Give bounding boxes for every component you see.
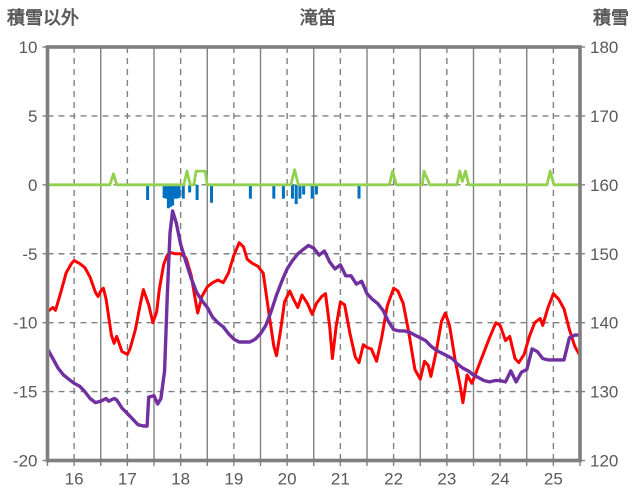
x-axis-tick-label: 23 [437,470,456,489]
bar-blue-bars [272,184,276,199]
bar-blue-bars [281,184,285,199]
x-axis-tick-label: 25 [544,470,563,489]
left-axis-tick-label: -5 [22,245,37,264]
plot-frame [45,45,582,463]
bar-blue-bars [164,184,168,199]
x-axis-tick-label: 19 [224,470,243,489]
bar-blue-bars [298,184,302,199]
x-axis-tick-label: 22 [384,470,403,489]
x-axis-tick-label: 20 [278,470,297,489]
bar-blue-bars [195,184,199,200]
left-axis-tick-label: -10 [13,314,38,333]
right-axis-tick-label: 140 [590,314,618,333]
bar-blue-bars [181,184,185,199]
bar-blue-bars [290,184,294,199]
right-axis-tick-label: 170 [590,107,618,126]
x-axis-tick-label: 18 [171,470,190,489]
bar-blue-bars [166,184,170,209]
series-green-line [46,168,582,187]
bar-blue-bars [173,184,177,199]
bar-blue-bars [171,184,175,206]
bar-blue-bars [302,184,306,195]
left-axis-tick-label: -20 [13,452,38,471]
right-axis-title: 積雪 [593,8,629,28]
chart-title: 滝笛 [300,8,336,28]
right-axis-tick-label: 180 [590,38,618,57]
bar-blue-bars [210,184,214,203]
left-axis-tick-label: 10 [19,38,38,57]
right-axis-tick-label: 120 [590,452,618,471]
right-axis-tick-label: 150 [590,245,618,264]
bar-blue-bars [294,184,298,205]
bar-blue-bars [177,184,181,198]
x-axis-tick-label: 17 [118,470,137,489]
x-axis-tick-label: 16 [65,470,84,489]
series-purple-line [45,209,582,428]
bar-blue-bars [314,184,318,195]
bar-blue-bars [146,184,150,200]
x-axis-tick-label: 21 [331,470,350,489]
bar-blue-bars [169,184,173,207]
bar-blue-bars [248,184,252,199]
bar-blue-bars [162,184,166,198]
x-axis-tick-label: 24 [491,470,510,489]
left-axis-tick-label: 0 [28,176,37,195]
series-red-line [46,241,582,405]
bar-blue-bars [188,184,192,193]
right-axis-tick-label: 130 [590,383,618,402]
right-axis-tick-label: 160 [590,176,618,195]
left-axis-title: 積雪以外 [7,8,79,28]
left-axis-tick-label: 5 [28,107,37,126]
bar-blue-bars [175,184,179,199]
bar-blue-bars [310,184,314,199]
bar-blue-bars [357,184,361,199]
left-axis-tick-label: -15 [13,383,38,402]
